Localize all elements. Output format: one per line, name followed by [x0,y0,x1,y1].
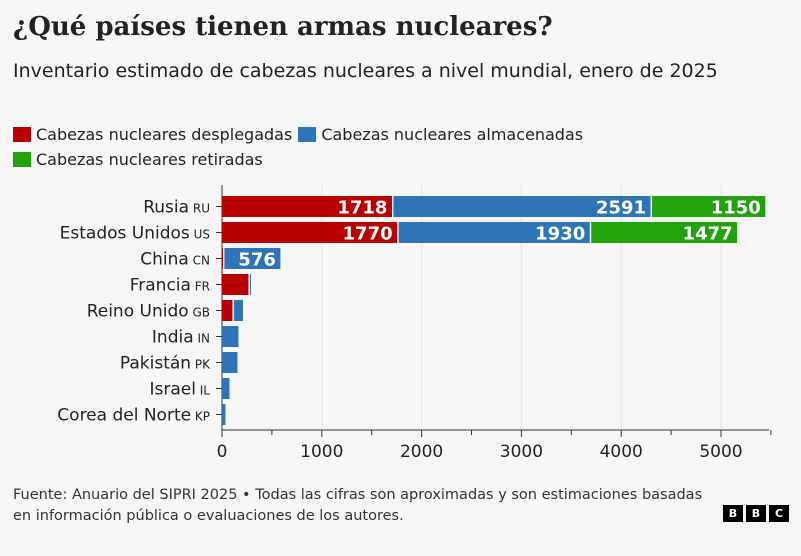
bar-stored [222,326,239,347]
bar-deployed [222,274,249,295]
bar-deployed [222,196,392,217]
bar-stored [224,248,281,269]
bar-stored [222,404,226,425]
legend-label: Cabezas nucleares desplegadas [36,125,293,144]
country-code: PK [191,358,211,372]
x-tick-label: 0 [217,442,228,462]
country-name: India [152,328,194,348]
country-code: RU [189,202,210,216]
country-name: China [140,250,189,270]
legend-item-stored: Cabezas nucleares almacenadas [298,123,583,146]
bar-deployed [222,222,398,243]
legend-swatch [13,127,31,142]
legend-label: Cabezas nucleares retiradas [36,150,263,169]
country-code: FR [191,280,210,294]
bar-stored [393,196,651,217]
x-tick-label: 3000 [500,442,543,462]
country-name: Francia [130,276,191,296]
chart-title: ¿Qué países tienen armas nucleares? [13,12,553,42]
data-label: 1930 [535,224,585,245]
category-label: Rusia RU [143,198,210,218]
logo-letter: B [746,505,766,522]
country-code: US [190,228,210,242]
data-label: 1718 [337,198,387,219]
bar-stored [222,378,230,399]
legend-item-deployed: Cabezas nucleares desplegadas [13,123,292,146]
bar-stored [398,222,590,243]
country-name: Pakistán [120,354,191,374]
bar-stored [222,352,238,373]
logo-letter: B [723,505,743,522]
country-name: Rusia [143,198,189,218]
country-name: Corea del Norte [57,406,191,426]
bar-deployed [222,248,223,269]
legend: Cabezas nucleares desplegadas Cabezas nuc… [13,123,793,173]
country-name: Estados Unidos [60,224,190,244]
category-label: Corea del Norte KP [57,406,210,426]
data-label: 1150 [711,198,761,219]
category-label: India IN [152,328,210,348]
country-code: CN [189,254,210,268]
data-label: 1770 [343,224,393,245]
category-label: Reino Unido GB [87,302,210,322]
bar-chart: 0 1000 2000 3000 4000 5000 Rusia RU 1718 2591 115… [57,185,772,462]
data-label: 576 [238,250,276,271]
logo-letter: C [769,505,789,522]
country-code: IN [194,332,210,346]
chart-subtitle: Inventario estimado de cabezas nucleares… [13,60,718,82]
data-label: 1477 [683,224,733,245]
x-tick-label: 1000 [300,442,343,462]
legend-swatch [298,127,317,142]
bbc-logo: B B C [723,505,789,522]
country-code: GB [189,306,210,320]
data-label: 2591 [596,198,646,219]
country-name: Israel [149,380,195,400]
category-label: Estados Unidos US [60,224,210,244]
bar-deployed [222,300,233,321]
category-label: China CN [140,250,210,270]
legend-label: Cabezas nucleares almacenadas [321,125,584,144]
x-tick-label: 4000 [600,442,643,462]
category-label: Israel IL [149,380,210,400]
x-tick-label: 5000 [699,442,742,462]
country-name: Reino Unido [87,302,189,322]
bar-retired [591,222,738,243]
bar-stored [233,300,243,321]
x-tick-label: 2000 [400,442,443,462]
category-label: Pakistán PK [120,354,211,374]
legend-swatch [13,152,31,167]
source-note: Fuente: Anuario del SIPRI 2025 • Todas l… [13,487,703,524]
category-label: Francia FR [130,276,210,296]
bar-retired [652,196,766,217]
country-code: IL [196,384,210,398]
bar-stored [249,274,251,295]
country-code: KP [191,410,210,424]
legend-item-retired: Cabezas nucleares retiradas [13,148,263,171]
